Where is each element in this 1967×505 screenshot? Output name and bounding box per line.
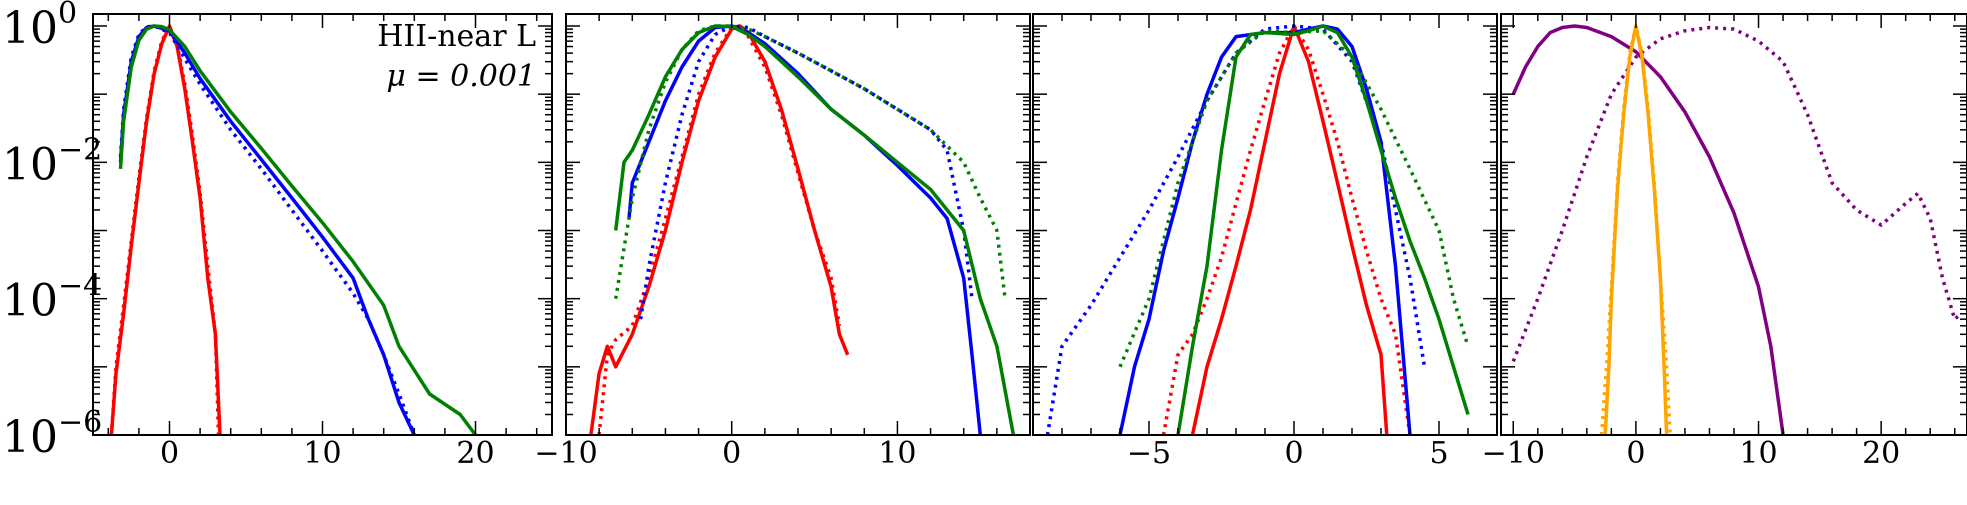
series-line-p4-4 [1599,24,1672,435]
x-tick-label: 0 [160,436,179,471]
x-tick-label: 0 [1626,436,1645,471]
x-tick-label: 20 [456,436,494,471]
y-tick-label: 10−4 [2,269,102,327]
series-line-p2-5 [613,24,1016,435]
y-tick-label: 10−6 [2,405,102,463]
axes-frame-p4 [1500,13,1967,436]
x-tick-label: 20 [1862,436,1900,471]
series-line-p1-3 [118,24,416,435]
axes-frame-p3 [1032,13,1498,436]
x-tick-label: −10 [1482,436,1545,471]
x-tick-label: −5 [1127,436,1171,471]
x-tick-label: 10 [1739,436,1777,471]
series-line-p4-1 [1511,24,1785,435]
x-tick-label: −10 [534,436,597,471]
series-line-p3-3 [1118,24,1412,435]
series-line-p2-3 [627,24,983,435]
series-line-p2-2 [597,24,842,435]
series-line-p3-6 [1118,29,1470,368]
x-tick-label: 5 [1429,436,1448,471]
series-line-p2-6 [613,24,1007,299]
series-line-p3-2 [1161,24,1412,435]
y-tick-label: 100 [2,0,77,54]
series-line-p3-1 [1190,24,1389,435]
series-line-p1-2 [109,24,221,435]
x-tick-label: 10 [878,436,916,471]
series-line-p2-4 [638,24,974,320]
x-tick-label: 10 [303,436,341,471]
series-line-p1-4 [118,24,416,435]
y-tick-label: 10−2 [2,132,102,190]
series-line-p3-5 [1176,24,1470,435]
annotation-region: HII-near L [377,19,536,54]
x-tick-label: 0 [722,436,741,471]
annotation-mu: μ = 0.001 [386,59,536,94]
series-line-p4-2 [1511,25,1963,363]
series-line-p1-5 [118,24,477,435]
x-tick-label: 0 [1284,436,1303,471]
series-line-p1-1 [109,24,222,435]
